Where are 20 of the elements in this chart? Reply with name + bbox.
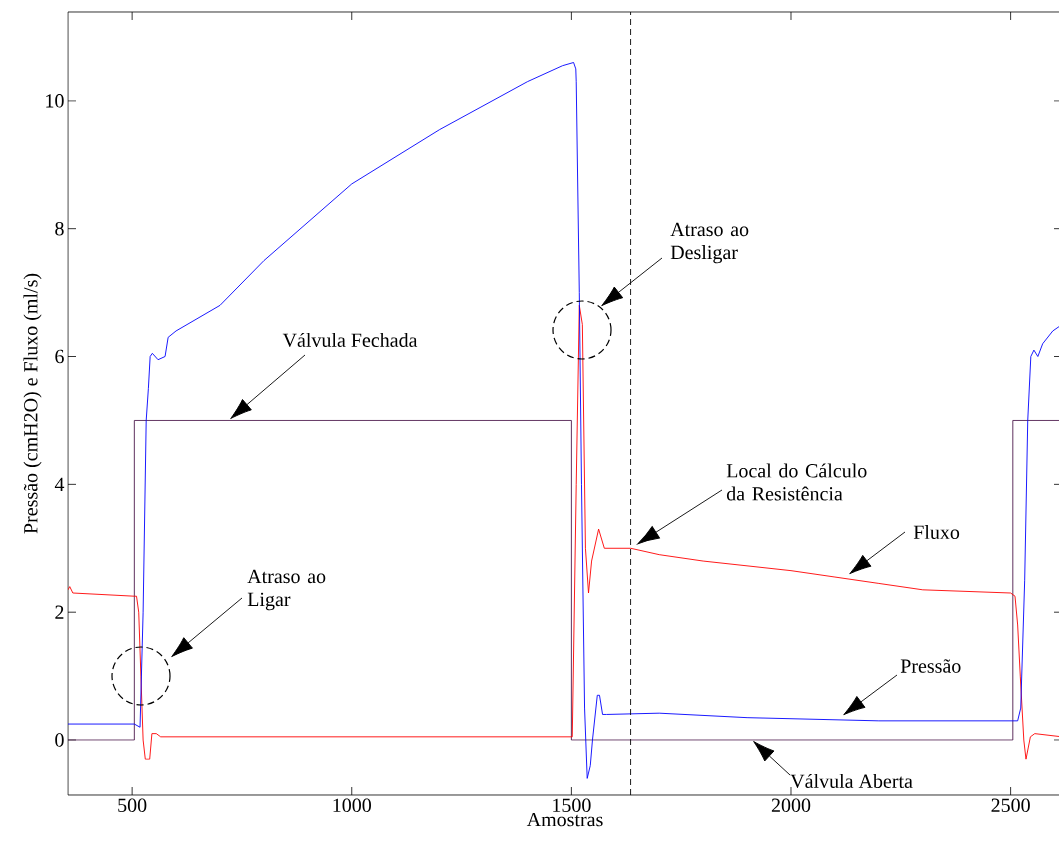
- y-axis-title: Pressão (cmH2O) e Fluxo (ml/s): [23, 273, 42, 534]
- annotation: Atraso ao Desligar: [670, 222, 749, 264]
- y-tick-label: 4: [54, 477, 65, 491]
- y-tick-label: 2: [55, 605, 64, 619]
- annotation: Atraso ao Ligar: [247, 569, 326, 611]
- x-tick-label: 1500: [553, 798, 591, 813]
- annotation: Local do Cálculo da Resistência: [726, 463, 867, 501]
- annotation: Pressão: [900, 659, 961, 673]
- annotation: Válvula Aberta: [790, 773, 913, 789]
- x-tick-label: 2500: [991, 798, 1030, 813]
- y-tick-label: 10: [46, 94, 64, 108]
- x-tick-label: 1000: [333, 798, 371, 813]
- y-tick-label: 0: [55, 733, 64, 747]
- annotation: Fluxo: [913, 524, 960, 540]
- y-tick-label: 6: [55, 349, 64, 364]
- annotation: Válvula Fechada: [282, 332, 418, 348]
- y-tick-label: 8: [55, 221, 64, 236]
- x-tick-label: 2000: [771, 798, 811, 813]
- x-tick-label: 500: [118, 798, 147, 813]
- x-axis-title: Amostras: [526, 812, 603, 827]
